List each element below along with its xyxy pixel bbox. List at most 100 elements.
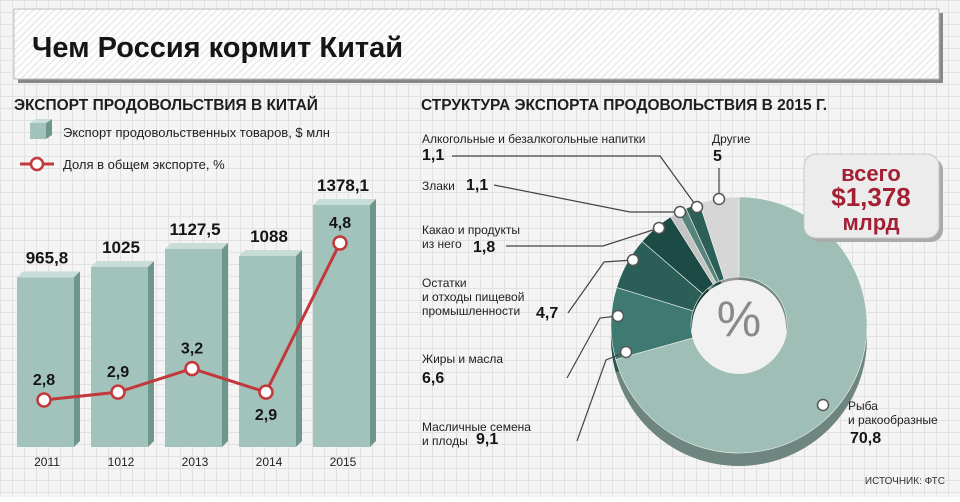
bar: [165, 249, 222, 447]
page-title: Чем Россия кормит Китай: [32, 32, 403, 64]
slice-marker: [626, 253, 640, 267]
x-tick-label: 1012: [108, 455, 135, 469]
slice-leader-line: [506, 227, 660, 247]
bar-legend-label: Экспорт продовольственных товаров, $ млн: [63, 125, 330, 140]
donut-hole: [692, 280, 786, 374]
bar-side: [370, 199, 376, 447]
share-point: [110, 384, 126, 400]
slice-leader-line: [452, 155, 698, 208]
total-badge-line1: всего: [841, 161, 901, 186]
share-point: [184, 360, 200, 377]
slice-label-line: Злаки: [422, 179, 455, 193]
slice-label: Остатки и отходы пищевой промышленности: [422, 276, 524, 318]
slice-value-label: 5: [713, 148, 722, 165]
slice-label-line: Алкогольные и безалкогольные напитки: [422, 132, 646, 146]
slice-value-label: 6,6: [422, 370, 444, 387]
donut-chart: [610, 196, 868, 466]
slice-label-line: Другие: [712, 132, 751, 146]
slice-marker: [816, 398, 830, 412]
slice-leader-line: [566, 315, 619, 379]
slice-value-label: 9,1: [476, 431, 498, 448]
donut-center-label: %: [717, 291, 761, 347]
x-tick-label: 2013: [182, 455, 209, 469]
bar: [91, 267, 148, 447]
share-point: [258, 384, 274, 400]
total-badge-amount: $1,378: [831, 182, 911, 212]
bar-value-label: 1088: [250, 227, 288, 246]
slice-marker: [619, 345, 633, 359]
slice-label-line: и плоды: [422, 434, 468, 448]
slice-value-label: 70,8: [850, 430, 881, 447]
bar: [17, 277, 74, 447]
slice-label: Рыба и ракообразные: [848, 399, 938, 427]
line-legend-marker: [29, 156, 45, 172]
slice-marker: [611, 309, 625, 323]
bar-top: [165, 243, 228, 250]
slice-label-line: из него: [422, 237, 462, 251]
bar-side: [222, 243, 228, 447]
slice-label: Какао и продукты из него: [422, 223, 520, 251]
bar-legend-swatch-top: [30, 119, 52, 123]
slice-value-label: 4,7: [536, 305, 558, 322]
title-banner: [13, 8, 940, 80]
slice-label-line: Рыба: [848, 399, 878, 413]
share-point: [36, 392, 52, 408]
bar-value-label: 1025: [102, 238, 140, 257]
bar-top: [17, 271, 80, 278]
share-line-chart: 2,8 2,9 3,2 2,9 4,8: [33, 215, 351, 424]
donut-slice: [615, 196, 868, 454]
line-legend-label: Доля в общем экспорте, %: [63, 157, 225, 172]
slice-leader-line: [567, 259, 634, 314]
slice-label-line: и ракообразные: [848, 413, 938, 427]
share-point: [332, 235, 348, 251]
x-tick-label: 2015: [330, 455, 357, 469]
slice-marker: [690, 200, 704, 214]
bar-top: [91, 261, 154, 268]
slice-label-line: Какао и продукты: [422, 223, 520, 237]
bar-side: [74, 271, 80, 447]
slice-marker: [673, 205, 687, 219]
share-value-label: 4,8: [329, 215, 351, 232]
bar-top: [313, 199, 376, 205]
bar-legend-swatch-side: [46, 119, 52, 139]
source-note: ИСТОЧНИК: ФТС: [865, 476, 945, 487]
bar-side: [296, 249, 302, 447]
donut-slice: [699, 196, 740, 280]
slice-label-line: и отходы пищевой: [422, 290, 524, 304]
slice-label-line: Жиры и масла: [422, 352, 503, 366]
bar-value-label: 1378,1: [317, 176, 369, 195]
slice-value-label: 1,1: [422, 147, 444, 164]
slice-marker: [652, 221, 666, 235]
bar-side: [148, 261, 154, 447]
x-tick-label: 2011: [34, 455, 60, 469]
share-value-label: 2,9: [107, 364, 129, 381]
slice-label: Алкогольные и безалкогольные напитки: [422, 132, 646, 146]
share-value-label: 3,2: [181, 341, 203, 358]
share-value-label: 2,8: [33, 372, 55, 389]
bar-top: [239, 249, 302, 256]
slice-leader-line: [493, 184, 680, 213]
slice-label-line: Масличные семена: [422, 420, 531, 434]
bar-chart: 965,8 2011 1025 1012 1127,5 2013 1088 2014 1378,…: [17, 176, 376, 469]
right-chart-title: СТРУКТУРА ЭКСПОРТА ПРОДОВОЛЬСТВИЯ В 2015…: [421, 97, 827, 114]
x-tick-label: 2014: [256, 455, 283, 469]
left-chart-title: ЭКСПОРТ ПРОДОВОЛЬСТВИЯ В КИТАЙ: [14, 96, 318, 114]
bar-value-label: 1127,5: [169, 220, 220, 239]
slice-label-line: Остатки: [422, 276, 467, 290]
slice-value-label: 1,1: [466, 177, 488, 194]
slice-label: Другие: [712, 132, 751, 146]
share-value-label: 2,9: [255, 407, 277, 424]
total-badge: [803, 153, 940, 239]
slice-leader-line: [576, 351, 627, 442]
slice-label: Жиры и масла: [422, 352, 503, 366]
slice-marker: [712, 192, 726, 206]
total-badge-line3: млрд: [842, 210, 899, 235]
bar-legend-swatch: [30, 123, 46, 139]
slice-value-label: 1,8: [473, 239, 495, 256]
bar-value-label: 965,8: [26, 248, 69, 267]
slice-label-line: промышленности: [422, 304, 520, 318]
slice-label: Масличные семена и плоды: [422, 420, 531, 448]
